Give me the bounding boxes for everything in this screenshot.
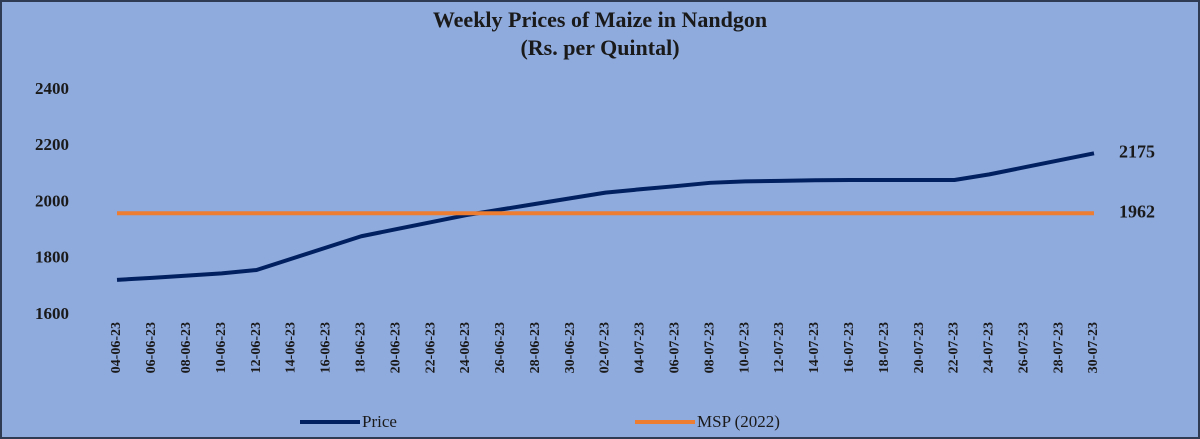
x-tick-label: 18-06-23: [353, 322, 368, 373]
x-tick-label: 16-07-23: [842, 322, 857, 373]
series-line: [116, 151, 1095, 282]
x-tick-label: 18-07-23: [877, 322, 892, 373]
x-tick-label: 06-07-23: [668, 322, 683, 373]
x-tick-label: 12-07-23: [772, 322, 787, 373]
x-tick-label: 26-07-23: [1016, 322, 1031, 373]
y-tick-label: 1600: [35, 304, 69, 323]
x-tick-label: 08-06-23: [179, 322, 194, 373]
x-tick-label: 14-06-23: [284, 322, 299, 373]
y-tick-label: 2000: [35, 191, 69, 210]
x-tick-label: 26-06-23: [493, 322, 508, 373]
x-tick-label: 28-06-23: [528, 322, 543, 373]
x-tick-label: 24-06-23: [458, 322, 473, 373]
chart-title: Weekly Prices of Maize in Nandgon: [433, 7, 767, 32]
x-tick-label: 22-07-23: [947, 322, 962, 373]
x-tick-label: 06-06-23: [144, 322, 159, 373]
x-tick-label: 30-07-23: [1086, 322, 1101, 373]
legend-label: Price: [362, 412, 397, 431]
x-tick-label: 10-07-23: [737, 322, 752, 373]
y-tick-label: 2400: [35, 79, 69, 98]
x-tick-label: 28-07-23: [1051, 322, 1066, 373]
legend-label: MSP (2022): [697, 412, 780, 431]
x-tick-label: 22-06-23: [423, 322, 438, 373]
x-tick-label: 08-07-23: [702, 322, 717, 373]
x-tick-label: 20-06-23: [388, 322, 403, 373]
x-tick-label: 02-07-23: [598, 322, 613, 373]
data-label: 2175: [1119, 141, 1155, 161]
x-tick-label: 14-07-23: [807, 322, 822, 373]
x-tick-label: 04-07-23: [633, 322, 648, 373]
chart-subtitle: (Rs. per Quintal): [520, 35, 679, 60]
x-tick-label: 16-06-23: [319, 322, 334, 373]
x-tick-label: 24-07-23: [982, 322, 997, 373]
data-label: 1962: [1119, 201, 1155, 221]
y-tick-label: 1800: [35, 248, 69, 267]
x-tick-label: 20-07-23: [912, 322, 927, 373]
y-tick-label: 2200: [35, 135, 69, 154]
x-tick-label: 10-06-23: [214, 322, 229, 373]
x-tick-label: 30-06-23: [563, 322, 578, 373]
x-tick-label: 04-06-23: [109, 322, 124, 373]
x-tick-label: 12-06-23: [249, 322, 264, 373]
